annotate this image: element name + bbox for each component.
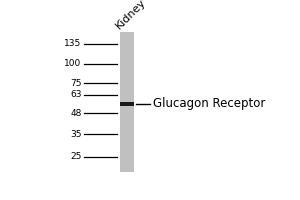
Text: 63: 63 — [70, 90, 82, 99]
Text: 35: 35 — [70, 130, 82, 139]
Text: 25: 25 — [70, 152, 82, 161]
Text: Glucagon Receptor: Glucagon Receptor — [153, 97, 265, 110]
Text: Kidney: Kidney — [114, 0, 148, 31]
Bar — [120, 102, 134, 106]
Text: 135: 135 — [64, 39, 82, 48]
Text: 48: 48 — [70, 109, 82, 118]
Bar — [120, 32, 134, 172]
Text: 100: 100 — [64, 59, 82, 68]
Text: 75: 75 — [70, 79, 82, 88]
